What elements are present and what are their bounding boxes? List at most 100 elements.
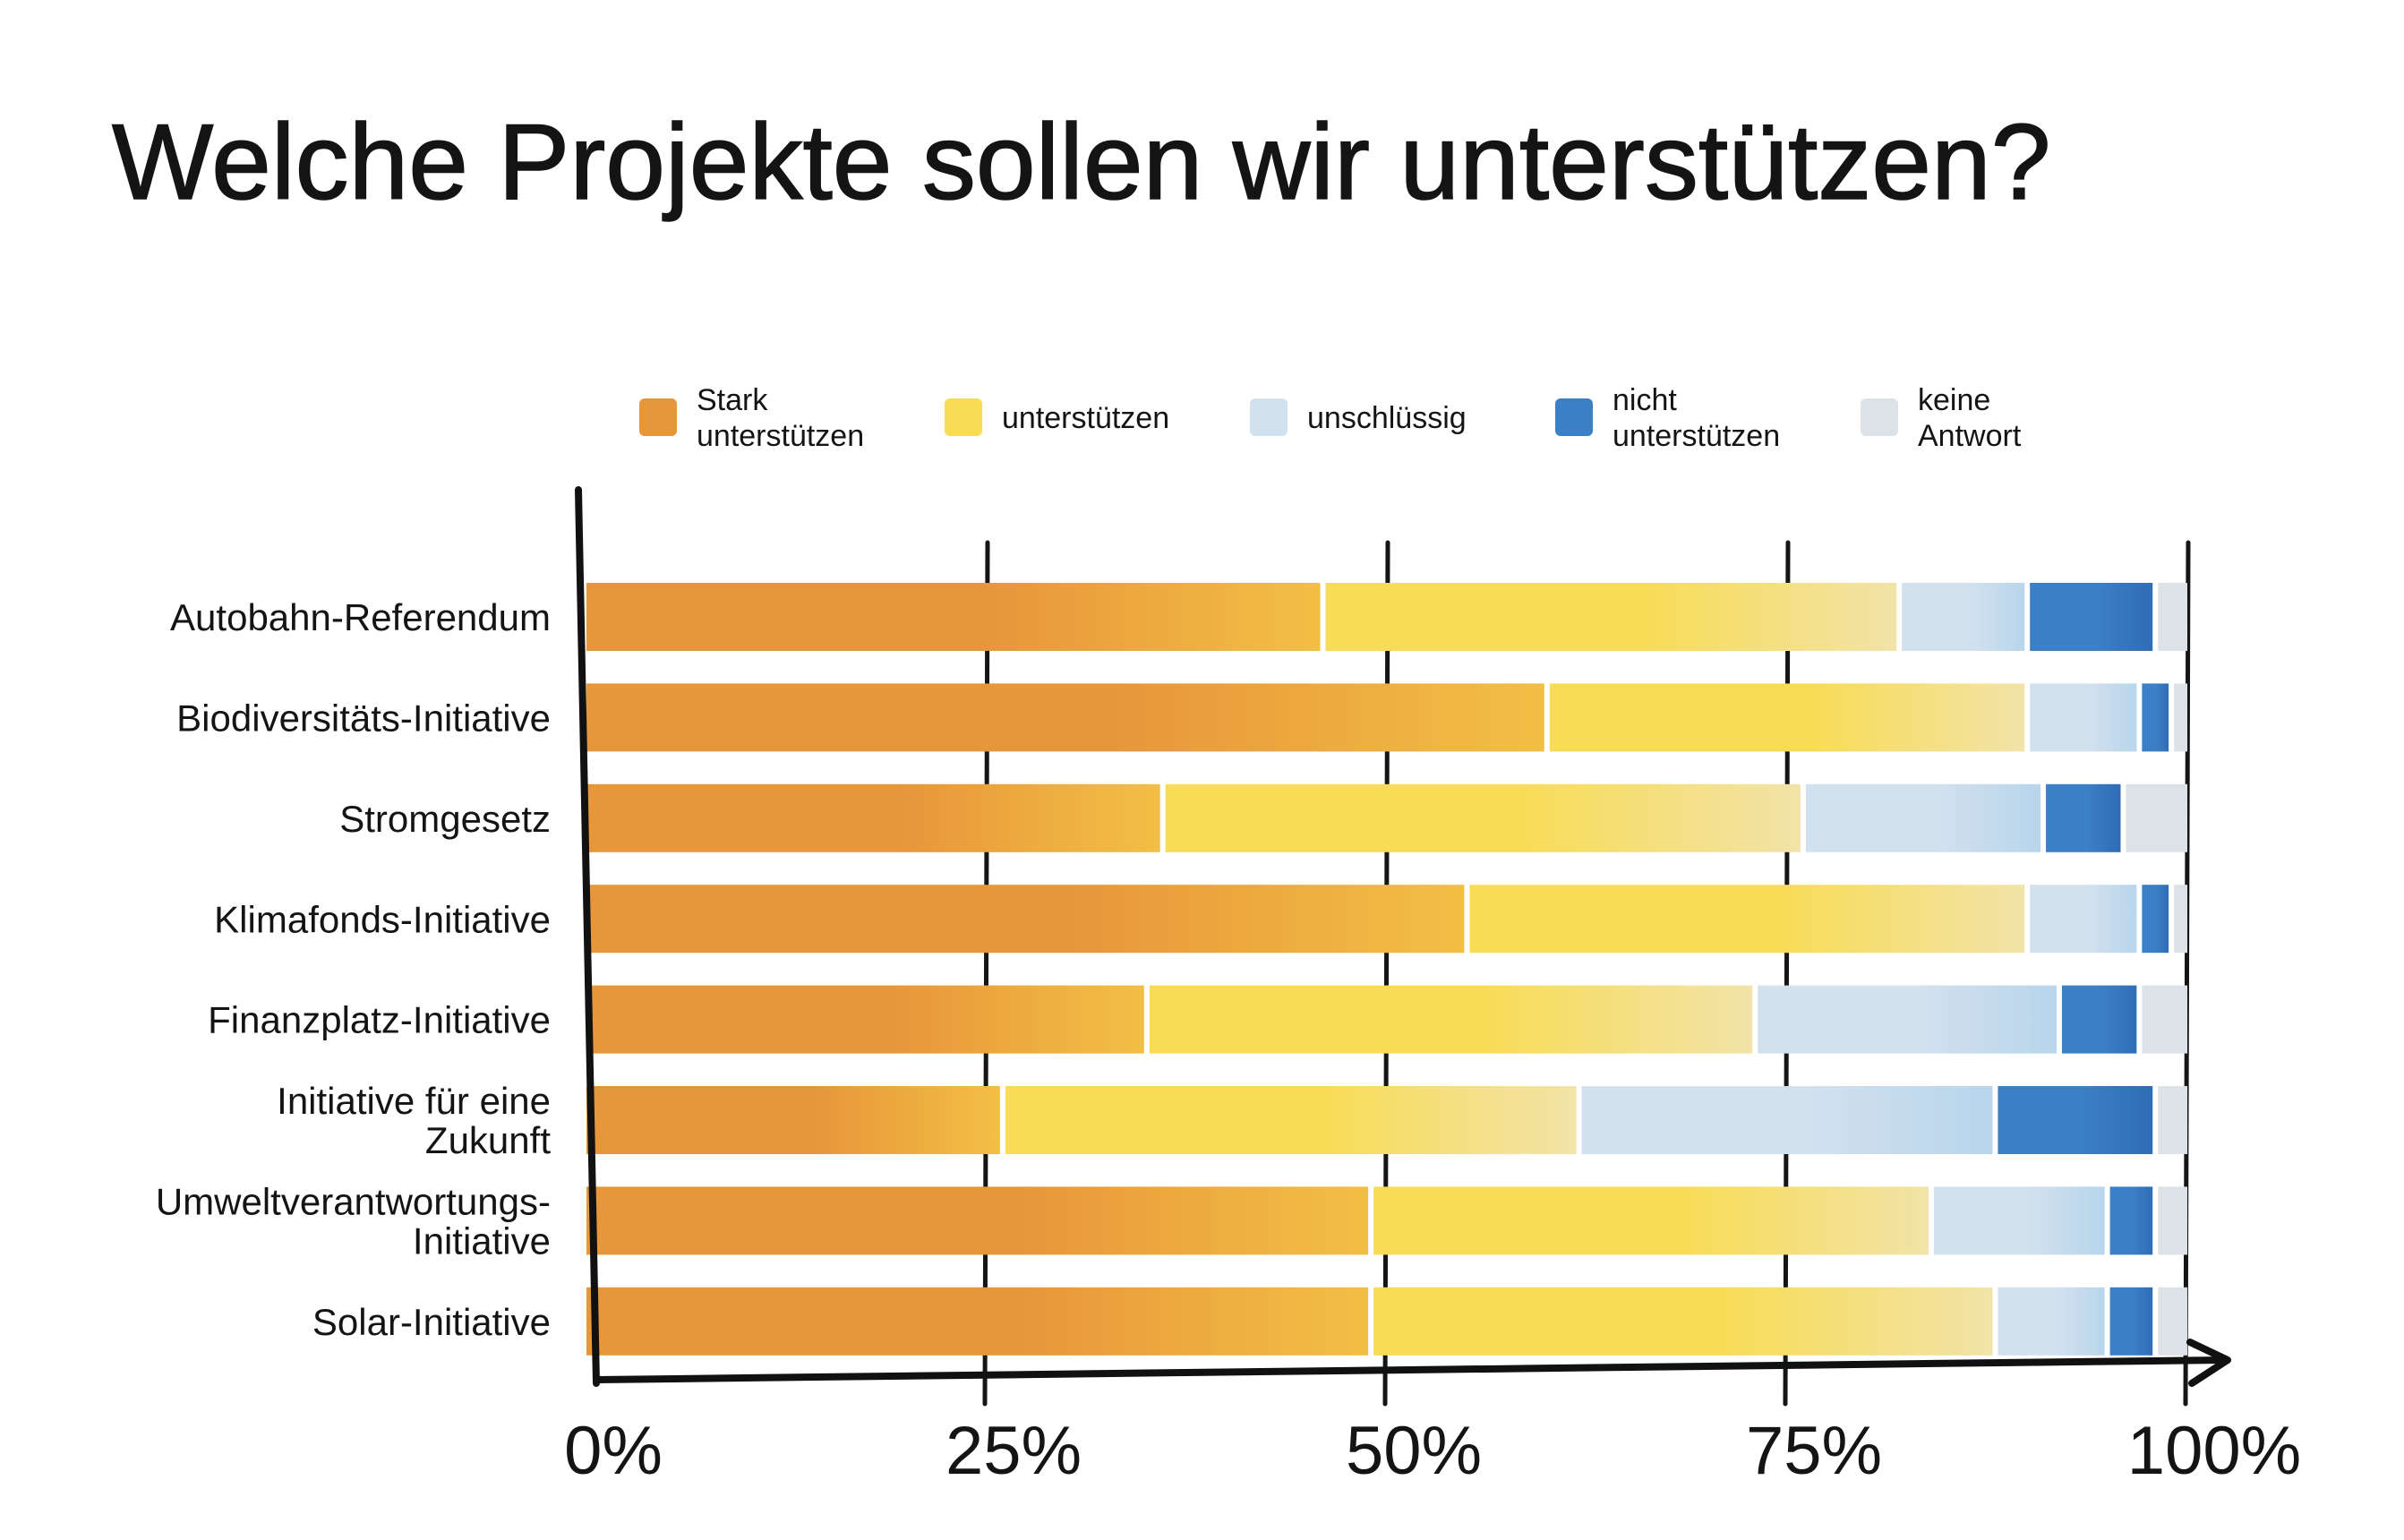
legend-label: Stark unterstützen	[697, 383, 864, 453]
bar-segment-autobahn-referendum-stark-unterstutzen	[586, 583, 1321, 651]
x-axis	[593, 1356, 2226, 1383]
category-label: Solar-Initiative	[312, 1301, 551, 1343]
label-line: Stark	[697, 383, 768, 417]
bar-segment-solar-initiative-keine-antwort	[2158, 1287, 2187, 1356]
label-line: Stromgesetz	[339, 798, 551, 840]
gridline-75	[1783, 540, 1791, 1407]
label-line: unschlüssig	[1307, 401, 1467, 435]
legend-item-stark-unterstutzen: Stark unterstützen	[639, 383, 864, 453]
legend-label: unschlüssig	[1307, 401, 1467, 435]
legend-label: unterstützen	[1002, 401, 1169, 435]
bar-segment-umweltverantwortungs-initiative-nicht-unterstutzen	[2109, 1186, 2153, 1255]
bar-segment-autobahn-referendum-unschlussig	[1902, 583, 2025, 651]
bar-segment-stromgesetz-stark-unterstutzen	[586, 783, 1160, 852]
x-tick-label: 25%	[945, 1413, 1082, 1489]
bar-segment-klimafonds-initiative-stark-unterstutzen	[586, 885, 1465, 954]
bar-segment-solar-initiative-unterstutzen	[1373, 1287, 1993, 1356]
bar-segment-klimafonds-initiative-unterstutzen	[1469, 885, 2025, 954]
label-line: Antwort	[1918, 419, 2022, 453]
bar-segment-biodiversitats-initiative-unschlussig	[2030, 683, 2137, 752]
label-line: nicht	[1613, 383, 1677, 417]
label-line: Finanzplatz-Initiative	[208, 999, 551, 1041]
bar-segment-finanzplatz-initiative-unschlussig	[1758, 985, 2057, 1054]
bar-segment-biodiversitats-initiative-stark-unterstutzen	[586, 683, 1544, 752]
category-label: Finanzplatz-Initiative	[208, 999, 551, 1041]
bar-segment-solar-initiative-nicht-unterstutzen	[2109, 1287, 2153, 1356]
legend-label: keine Antwort	[1918, 383, 2022, 453]
bar-segment-finanzplatz-initiative-keine-antwort	[2142, 985, 2187, 1054]
label-line: Zukunft	[425, 1119, 551, 1161]
bar-segment-initiative-fur-eine-zukunft-unschlussig	[1581, 1086, 1993, 1154]
label-line: Autobahn-Referendum	[170, 596, 551, 638]
label-line: Biodiversitäts-Initiative	[176, 697, 551, 740]
category-label: Autobahn-Referendum	[170, 596, 551, 638]
bar-segment-umweltverantwortungs-initiative-unschlussig	[1933, 1186, 2105, 1255]
bar-segment-biodiversitats-initiative-keine-antwort	[2174, 683, 2187, 752]
bar-umweltverantwortungs-initiative	[586, 1186, 2187, 1255]
label-line: unterstützen	[1613, 419, 1780, 453]
x-tick-label: 0%	[564, 1413, 663, 1489]
bar-segment-stromgesetz-unschlussig	[1805, 783, 2041, 852]
bar-segment-initiative-fur-eine-zukunft-keine-antwort	[2158, 1086, 2187, 1154]
legend-swatch	[945, 398, 982, 436]
bar-segment-finanzplatz-initiative-stark-unterstutzen	[586, 985, 1144, 1054]
bar-segment-finanzplatz-initiative-unterstutzen	[1149, 985, 1753, 1054]
gridline-25	[982, 540, 990, 1407]
bar-segment-stromgesetz-nicht-unterstutzen	[2046, 783, 2121, 852]
bar-biodiversitats-initiative	[586, 683, 2187, 752]
legend-item-unterstutzen: unterstützen	[945, 398, 1169, 436]
bar-segment-umweltverantwortungs-initiative-unterstutzen	[1373, 1186, 1929, 1255]
category-label: Biodiversitäts-Initiative	[176, 697, 551, 740]
bar-segment-autobahn-referendum-keine-antwort	[2158, 583, 2187, 651]
label-line: Klimafonds-Initiative	[214, 898, 551, 940]
bar-finanzplatz-initiative	[586, 985, 2187, 1054]
bar-segment-initiative-fur-eine-zukunft-stark-unterstutzen	[586, 1086, 1000, 1154]
bar-segment-autobahn-referendum-unterstutzen	[1325, 583, 1897, 651]
bar-segment-solar-initiative-stark-unterstutzen	[586, 1287, 1369, 1356]
label-line: Umweltverantwortungs-	[156, 1181, 551, 1223]
bar-segment-autobahn-referendum-nicht-unterstutzen	[2030, 583, 2153, 651]
label-line: unterstützen	[1002, 401, 1169, 435]
legend-item-nicht-unterstutzen: nicht unterstützen	[1555, 383, 1780, 453]
gridline-100	[2183, 540, 2191, 1407]
bar-initiative-fur-eine-zukunft	[586, 1086, 2187, 1154]
label-line: Initiative	[413, 1220, 551, 1262]
bar-segment-umweltverantwortungs-initiative-stark-unterstutzen	[586, 1186, 1369, 1255]
label-line: Initiative für eine	[277, 1080, 551, 1122]
bar-segment-umweltverantwortungs-initiative-keine-antwort	[2158, 1186, 2187, 1255]
bar-segment-solar-initiative-unschlussig	[1998, 1287, 2105, 1356]
x-axis-arrow	[2186, 1339, 2231, 1387]
bar-autobahn-referendum	[586, 583, 2187, 651]
bar-segment-initiative-fur-eine-zukunft-nicht-unterstutzen	[1998, 1086, 2153, 1154]
legend-swatch	[1861, 398, 1898, 436]
bars	[586, 583, 2187, 1356]
bar-segment-stromgesetz-keine-antwort	[2126, 783, 2187, 852]
bar-stromgesetz	[586, 783, 2187, 852]
category-label: Initiative für eine Zukunft	[277, 1080, 551, 1161]
x-tick-label: 100%	[2127, 1413, 2301, 1489]
bar-segment-klimafonds-initiative-unschlussig	[2030, 885, 2137, 954]
category-label: Umweltverantwortungs-Initiative	[156, 1181, 551, 1262]
x-tick-label: 75%	[1746, 1413, 1882, 1489]
axes	[575, 486, 2231, 1387]
bar-segment-initiative-fur-eine-zukunft-unterstutzen	[1005, 1086, 1577, 1154]
legend-item-keine-antwort: keine Antwort	[1861, 383, 2022, 453]
category-label: Klimafonds-Initiative	[214, 898, 551, 940]
y-axis	[575, 486, 600, 1387]
bar-segment-stromgesetz-unterstutzen	[1165, 783, 1801, 852]
bar-segment-klimafonds-initiative-nicht-unterstutzen	[2142, 885, 2169, 954]
label-line: unterstützen	[697, 419, 864, 453]
bar-klimafonds-initiative	[586, 885, 2187, 954]
gridline-50	[1382, 540, 1390, 1407]
legend-swatch	[639, 398, 677, 436]
bar-solar-initiative	[586, 1287, 2187, 1356]
category-label: Stromgesetz	[339, 798, 551, 840]
legend-swatch	[1250, 398, 1288, 436]
x-tick-label: 50%	[1346, 1413, 1482, 1489]
label-line: keine	[1918, 383, 1990, 417]
x-tick-labels: 0% 25% 50% 75% 100%	[564, 1413, 2301, 1489]
bar-segment-klimafonds-initiative-keine-antwort	[2174, 885, 2187, 954]
label-line: Solar-Initiative	[312, 1301, 551, 1343]
